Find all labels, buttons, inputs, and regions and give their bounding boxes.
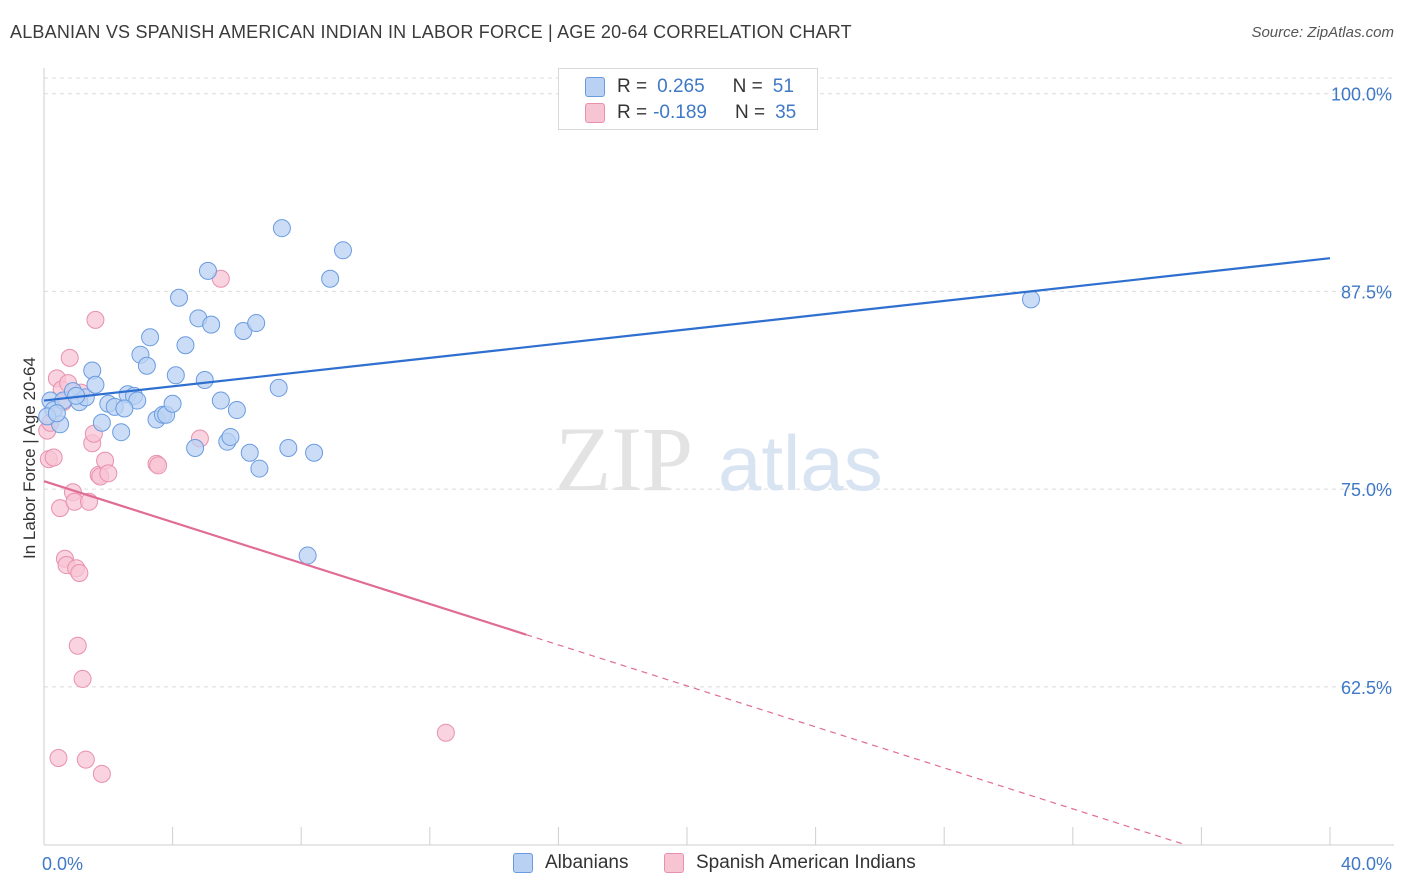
albanian-point-36	[240, 443, 259, 462]
spanish-point-26	[92, 764, 111, 783]
albanian-point-12	[112, 423, 131, 442]
spanish-point-18	[73, 669, 92, 688]
spanish-point-33	[436, 723, 455, 742]
y-tick-label-3: 62.5%	[1341, 678, 1392, 698]
albanian-points	[38, 219, 1041, 565]
albanian-point-25	[176, 336, 195, 355]
axes	[43, 68, 1394, 846]
albanian-point-17	[137, 356, 156, 375]
spanish-point-3	[44, 448, 63, 467]
x-tick-label-0: 0.0%	[42, 854, 83, 874]
chart-title: ALBANIAN VS SPANISH AMERICAN INDIAN IN L…	[10, 22, 852, 42]
albanian-point-33	[221, 427, 240, 446]
spanish-point-32	[211, 269, 230, 288]
spanish-n-value: 35	[775, 102, 797, 123]
albanian-point-9	[92, 413, 111, 432]
spanish-r-label: R =	[617, 102, 648, 123]
albanian-point-29	[198, 261, 217, 280]
albanian-n-value: 51	[772, 76, 794, 97]
albanian-point-24	[170, 288, 189, 307]
albanian-r-label: R =	[617, 76, 648, 97]
y-tick-label-0: 100.0%	[1331, 85, 1392, 105]
watermark: ZIP atlas	[555, 408, 883, 510]
albanian-trend-line	[43, 257, 1331, 402]
albanian-point-46	[1022, 290, 1041, 309]
correlation-legend: R = 0.265 N = 51 R = -0.189 N = 35	[558, 68, 818, 130]
albanian-point-38	[250, 459, 269, 478]
albanian-point-50	[115, 399, 134, 418]
spanish-r-value: -0.189	[653, 102, 707, 123]
legend-item-albanians: Albanians	[513, 852, 628, 874]
watermark-zip: ZIP	[555, 408, 693, 510]
albanian-point-8	[86, 375, 105, 394]
legend-row-spanish: R = -0.189 N = 35	[585, 101, 796, 125]
spanish-legend-swatch	[664, 853, 684, 873]
albanian-point-18	[141, 328, 160, 347]
y-tick-label-1: 87.5%	[1341, 282, 1392, 302]
albanian-point-40	[272, 219, 291, 238]
spanish-point-23	[86, 310, 105, 329]
y-tick-labels: 100.0% 87.5% 75.0% 62.5%	[1331, 85, 1392, 698]
albanian-point-44	[321, 269, 340, 288]
legend-item-spanish: Spanish American Indians	[664, 852, 916, 874]
spanish-n-label: N =	[734, 102, 766, 123]
spanish-point-28	[99, 464, 118, 483]
series-legend: Albanians Spanish American Indians	[0, 852, 1406, 878]
albanian-point-23	[166, 366, 185, 385]
spanish-point-30	[149, 456, 168, 475]
albanian-swatch	[585, 77, 605, 97]
spanish-legend-label: Spanish American Indians	[696, 852, 916, 873]
spanish-point-11	[60, 348, 79, 367]
spanish-point-15	[68, 636, 87, 655]
y-axis-label: In Labor Force | Age 20-64	[20, 357, 39, 559]
x-tick-label-1: 40.0%	[1341, 854, 1392, 874]
spanish-trend-line	[43, 480, 527, 636]
albanian-point-31	[211, 391, 230, 410]
albanian-point-15	[128, 391, 147, 410]
trend-lines	[43, 257, 1331, 846]
albanian-point-35	[234, 321, 253, 340]
albanian-point-41	[279, 439, 298, 458]
albanian-n-label: N =	[732, 76, 763, 97]
spanish-point-34	[49, 749, 68, 768]
y-tick-label-2: 75.0%	[1341, 480, 1392, 500]
spanish-point-19	[76, 750, 95, 769]
albanian-point-26	[186, 439, 205, 458]
albanian-point-42	[298, 546, 317, 565]
grid-lines	[44, 77, 1394, 688]
albanian-legend-swatch	[513, 853, 533, 873]
albanian-point-43	[305, 443, 324, 462]
albanian-point-34	[227, 401, 246, 420]
spanish-points	[38, 269, 455, 783]
albanian-point-45	[333, 241, 352, 260]
legend-row-albanians: R = 0.265 N = 51	[585, 75, 794, 99]
y-axis-label-group: In Labor Force | Age 20-64	[20, 357, 39, 559]
albanian-r-value: 0.265	[657, 76, 705, 97]
x-tick-labels: 0.0% 40.0%	[42, 854, 1392, 874]
source-label: Source: ZipAtlas.com	[1251, 24, 1394, 41]
albanian-legend-label: Albanians	[545, 852, 629, 873]
watermark-atlas: atlas	[718, 419, 883, 507]
albanian-point-48	[47, 404, 66, 423]
spanish-point-16	[70, 563, 89, 582]
spanish-swatch	[585, 103, 605, 123]
albanian-point-37	[247, 314, 266, 333]
spanish-trend-line-dashed	[526, 634, 1187, 846]
albanian-point-39	[269, 378, 288, 397]
albanian-point-28	[195, 371, 214, 389]
albanian-point-30	[202, 315, 221, 334]
albanian-point-22	[163, 394, 182, 413]
